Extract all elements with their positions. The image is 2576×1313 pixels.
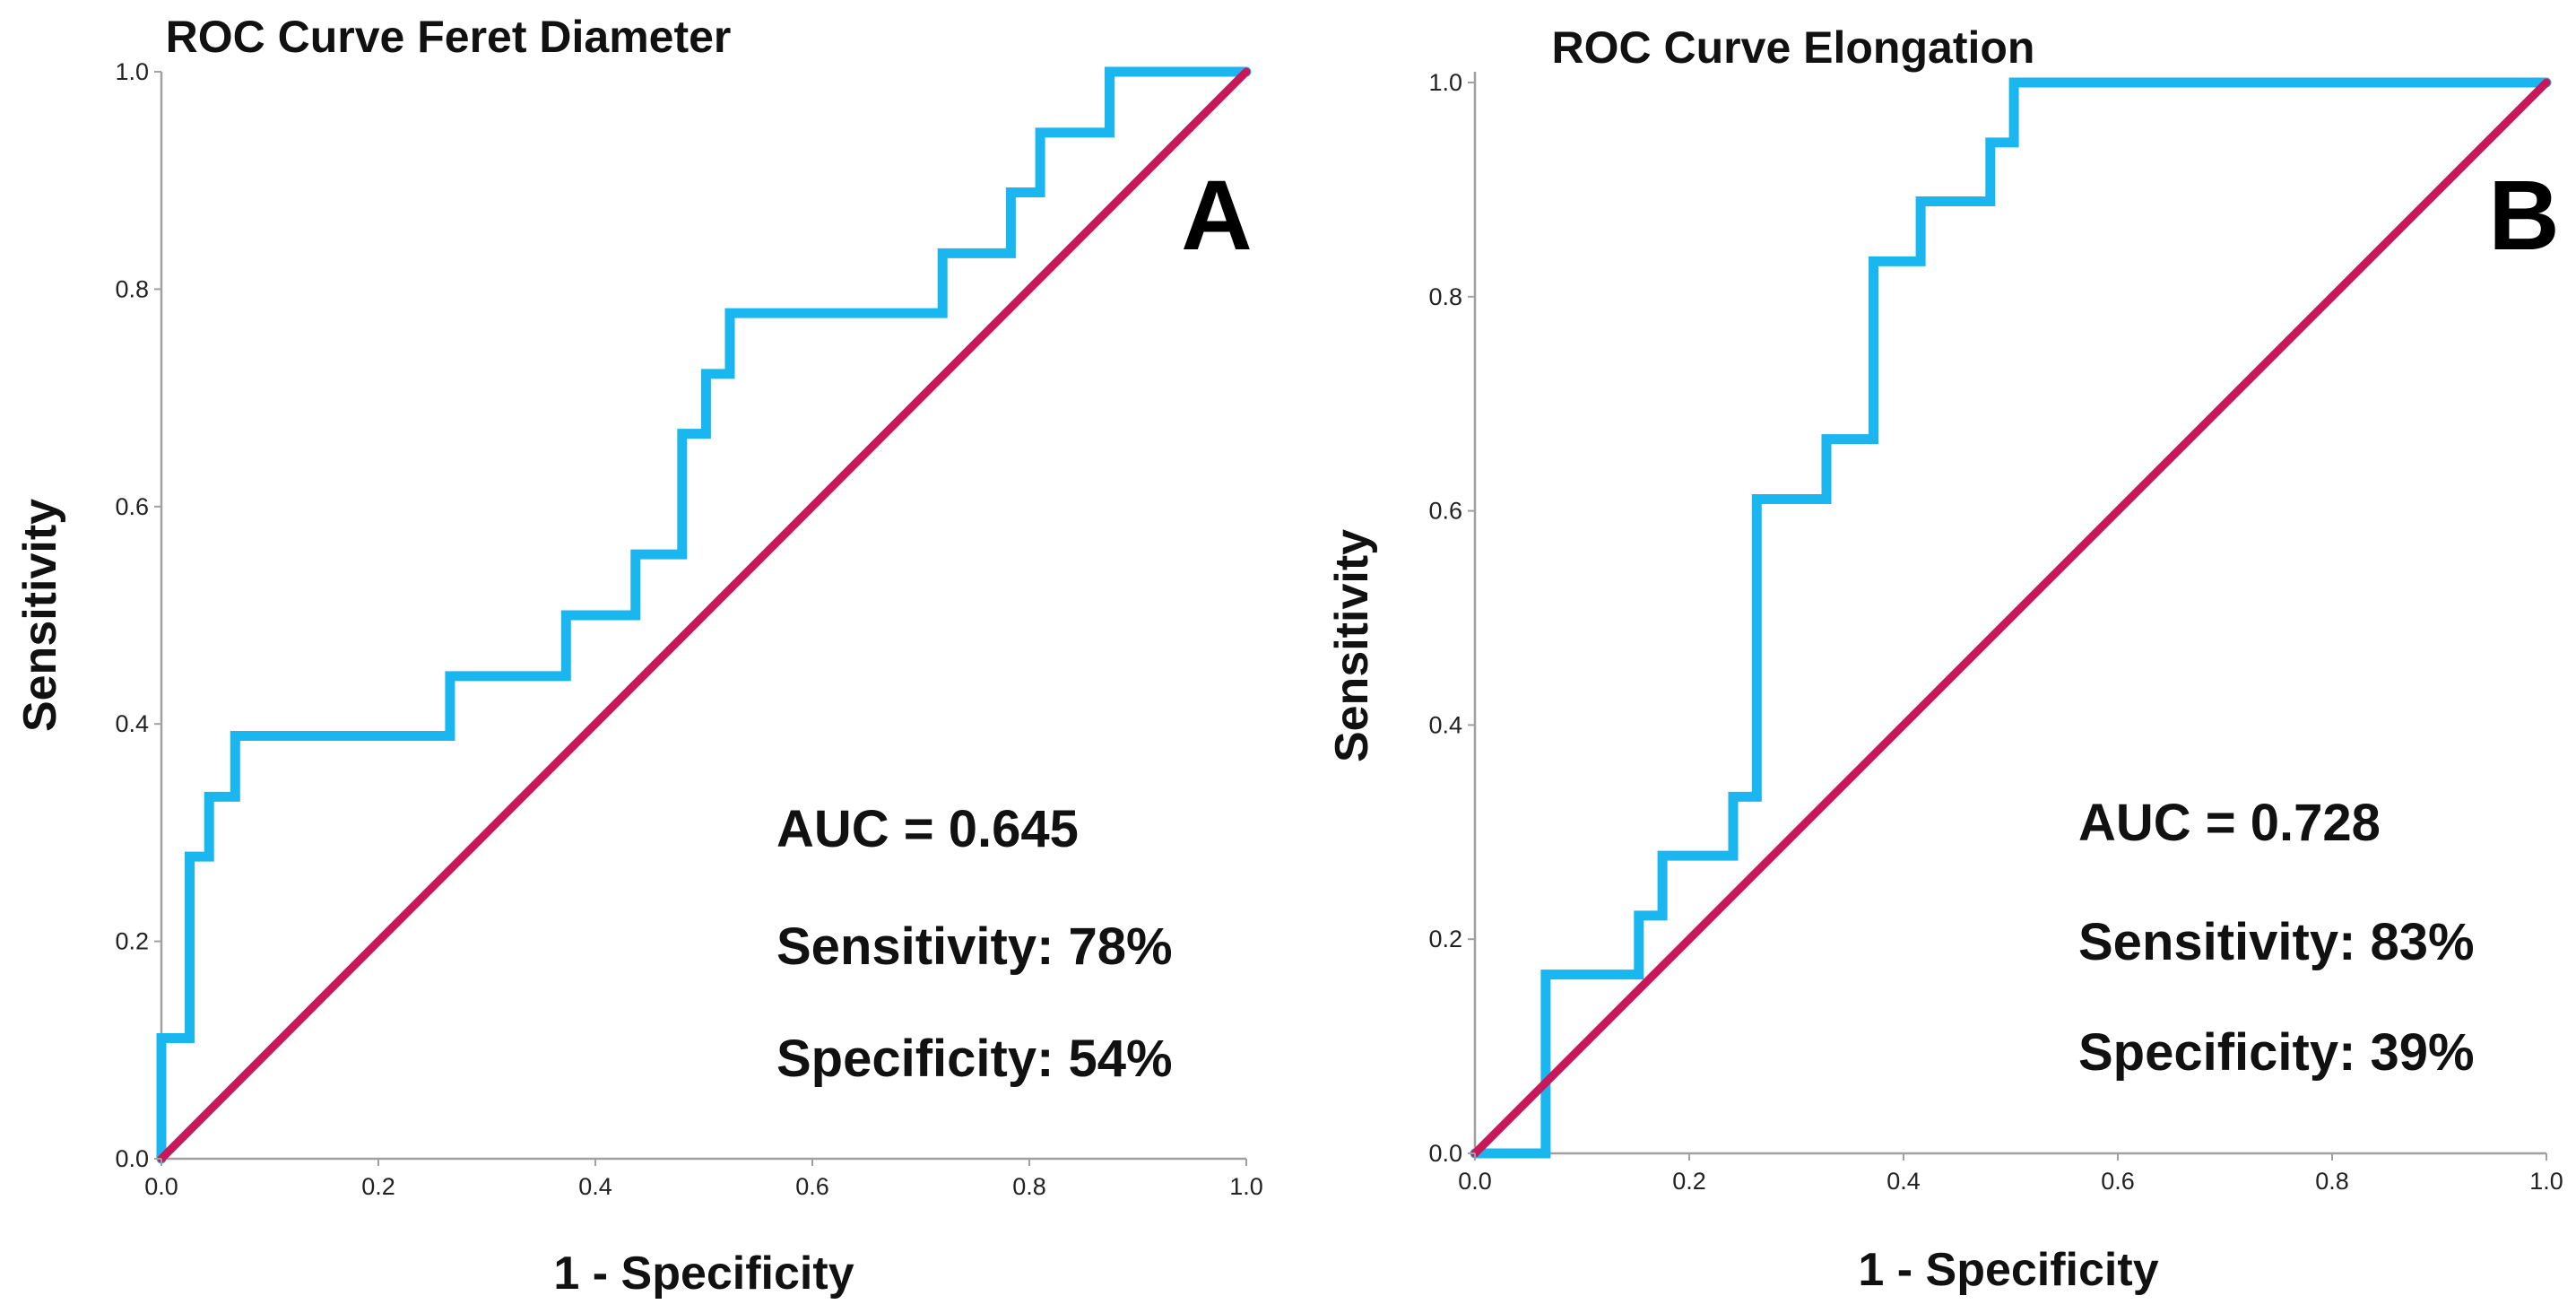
- x-axis-label: 1 - Specificity: [553, 1248, 854, 1300]
- y-tick-label: 0.4: [1428, 711, 1462, 738]
- x-tick-label: 0.6: [795, 1173, 829, 1200]
- x-tick-label: 0.0: [144, 1173, 178, 1200]
- roc-panel-elongation: ROC Curve Elongation B 0.0 0.2 0.4 0.6 0.8 1.…: [1326, 22, 2563, 1296]
- x-tick-label: 1.0: [1229, 1173, 1263, 1200]
- sensitivity-annotation: Sensitivity: 78%: [776, 917, 1173, 976]
- y-tick-label: 0.8: [1428, 283, 1462, 310]
- y-axis-label: Sensitivity: [14, 499, 66, 732]
- specificity-annotation: Specificity: 54%: [776, 1030, 1173, 1088]
- sensitivity-annotation: Sensitivity: 83%: [2078, 913, 2475, 971]
- y-tick-label: 1.0: [115, 58, 149, 85]
- x-tick-label: 0.8: [2315, 1168, 2349, 1195]
- y-tick-label: 1.0: [1428, 69, 1462, 96]
- y-tick-label: 0.0: [1428, 1140, 1462, 1167]
- roc-curve-series: [1470, 77, 2552, 1159]
- auc-annotation: AUC = 0.728: [2078, 794, 2381, 852]
- specificity-annotation: Specificity: 39%: [2078, 1023, 2475, 1082]
- x-tick-label: 0.4: [1886, 1168, 1921, 1195]
- plot-area: [156, 66, 1252, 1164]
- y-tick-label: 0.0: [115, 1145, 149, 1172]
- y-tick-label: 0.2: [115, 928, 149, 955]
- reference-diagonal-series: [157, 67, 1251, 1163]
- x-tick-label: 0.0: [1458, 1168, 1492, 1195]
- y-tick-label: 0.4: [115, 710, 149, 737]
- y-axis-label: Sensitivity: [1326, 529, 1378, 762]
- chart-title: ROC Curve Elongation: [1552, 22, 2035, 73]
- reference-diagonal-series: [1470, 78, 2551, 1158]
- x-tick-label: 1.0: [2529, 1168, 2563, 1195]
- y-tick-label: 0.2: [1428, 926, 1462, 952]
- x-tick-label: 0.6: [2101, 1168, 2135, 1195]
- axis-ticks: 0.0 0.2 0.4 0.6 0.8 1.0 0.0 0.2 0.4 0.6 0.8 1.0: [1428, 69, 2563, 1195]
- x-tick-label: 0.2: [361, 1173, 395, 1200]
- y-tick-label: 0.6: [115, 493, 149, 520]
- plot-area: [1470, 77, 2552, 1159]
- auc-annotation: AUC = 0.645: [776, 800, 1079, 858]
- roc-curve-series: [156, 66, 1252, 1164]
- y-tick-label: 0.6: [1428, 498, 1462, 525]
- axis-ticks: 0.0 0.2 0.4 0.6 0.8 1.0 0.0 0.2 0.4 0.6 0.8 1.0: [115, 58, 1262, 1200]
- x-tick-label: 0.4: [578, 1173, 612, 1200]
- roc-panel-feret-diameter: ROC Curve Feret Diameter A 0.0 0.2 0.4 0.6 0…: [14, 12, 1263, 1300]
- panel-label: A: [1181, 161, 1252, 271]
- y-tick-label: 0.8: [115, 275, 149, 302]
- x-tick-label: 0.2: [1672, 1168, 1706, 1195]
- panel-label: B: [2488, 161, 2559, 271]
- x-tick-label: 0.8: [1012, 1173, 1046, 1200]
- chart-title: ROC Curve Feret Diameter: [166, 12, 732, 62]
- x-axis-label: 1 - Specificity: [1858, 1244, 2158, 1296]
